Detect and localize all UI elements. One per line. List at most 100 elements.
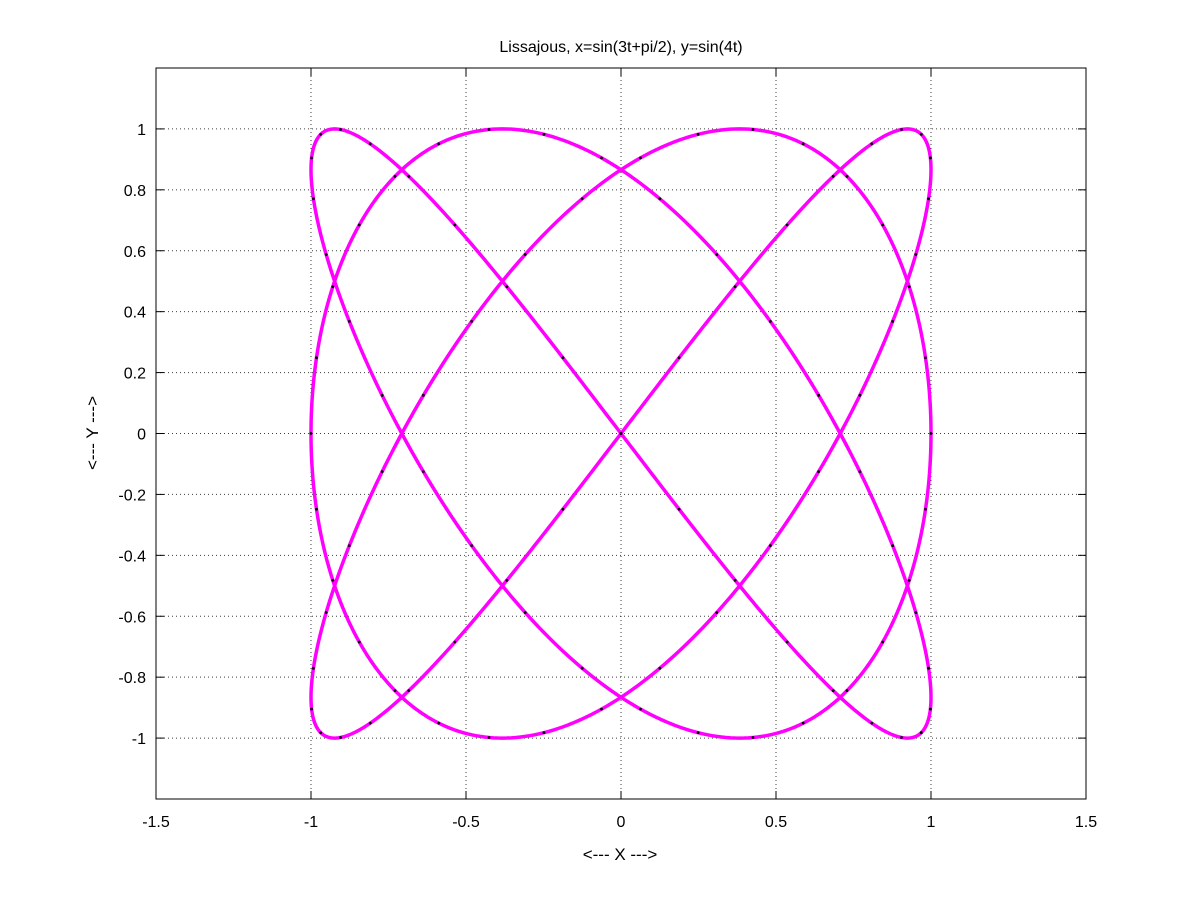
- y-tick-label: 0.4: [124, 305, 146, 322]
- y-tick-label: 0: [137, 427, 146, 444]
- data-point: [658, 666, 662, 670]
- data-point: [751, 128, 755, 131]
- data-point: [801, 721, 805, 725]
- data-point: [561, 507, 565, 511]
- data-point: [870, 142, 874, 146]
- data-point: [470, 544, 474, 548]
- data-point: [900, 128, 903, 131]
- data-point: [715, 611, 719, 614]
- x-tick-label: 0: [617, 814, 626, 831]
- y-tick-label: -0.8: [118, 670, 146, 687]
- data-point: [924, 356, 927, 360]
- data-point: [315, 356, 318, 360]
- y-tick-label: 0.6: [124, 244, 146, 261]
- data-point: [580, 197, 584, 201]
- data-point: [339, 736, 342, 739]
- data-point: [696, 731, 700, 735]
- data-point: [785, 223, 789, 227]
- data-point: [929, 432, 933, 435]
- data-point: [919, 132, 923, 136]
- data-point: [453, 640, 457, 644]
- data-point: [600, 156, 603, 160]
- data-point: [801, 142, 805, 146]
- data-point: [891, 319, 895, 323]
- data-point: [393, 174, 397, 178]
- data-point: [523, 253, 527, 256]
- data-point: [453, 223, 457, 227]
- data-point: [677, 507, 681, 511]
- data-point: [561, 356, 565, 360]
- data-point: [639, 156, 642, 160]
- data-point: [312, 666, 315, 670]
- data-point: [900, 736, 903, 739]
- data-point: [600, 707, 603, 711]
- data-point: [380, 470, 384, 474]
- data-point: [339, 128, 342, 131]
- data-point: [309, 432, 313, 435]
- data-point: [858, 393, 862, 397]
- data-point: [881, 640, 885, 644]
- data-point: [319, 731, 323, 735]
- x-tick-label: 0.5: [765, 814, 787, 831]
- data-point: [831, 689, 835, 693]
- x-tick-label: -0.5: [452, 814, 480, 831]
- data-point: [437, 142, 441, 146]
- data-point: [347, 319, 351, 323]
- data-point: [858, 470, 862, 474]
- data-point: [437, 721, 441, 725]
- data-point: [907, 285, 911, 289]
- data-point: [715, 253, 719, 256]
- data-point: [677, 356, 681, 360]
- data-point: [310, 156, 314, 160]
- tick-labels: -1.5 -1 -0.5 0 0.5 1 1.5 -1 -0.8 -0.6 -0.4 -0.2 0 0.2…: [118, 122, 1097, 831]
- data-point: [331, 578, 335, 582]
- data-point: [928, 156, 932, 160]
- y-tick-label: -1: [132, 731, 146, 748]
- axis-ticks: [155, 68, 1087, 799]
- x-axis-label: <--- X --->: [583, 845, 658, 864]
- y-tick-label: 0.2: [124, 366, 146, 383]
- x-tick-label: 1: [927, 814, 936, 831]
- y-tick-label: 0.8: [124, 183, 146, 200]
- data-point: [407, 174, 411, 178]
- data-point: [312, 197, 315, 201]
- data-point: [319, 132, 323, 136]
- data-point: [315, 507, 318, 511]
- data-point: [927, 666, 930, 670]
- data-point: [768, 319, 772, 323]
- data-point: [831, 174, 835, 178]
- data-point: [768, 544, 772, 548]
- data-point: [357, 640, 361, 644]
- data-point: [542, 132, 546, 136]
- data-point: [368, 721, 372, 725]
- data-point: [487, 128, 491, 131]
- data-point: [785, 640, 789, 644]
- x-tick-label: -1: [304, 814, 318, 831]
- data-point: [919, 731, 923, 735]
- data-point: [470, 319, 474, 323]
- data-point: [542, 731, 546, 735]
- data-point: [927, 197, 930, 201]
- data-point: [380, 393, 384, 397]
- data-point: [845, 174, 849, 178]
- data-point: [751, 736, 755, 739]
- data-point: [924, 507, 927, 511]
- x-tick-label: -1.5: [142, 814, 170, 831]
- y-tick-label: -0.4: [118, 548, 146, 565]
- data-point: [914, 253, 918, 256]
- data-point: [870, 721, 874, 725]
- data-point: [368, 142, 372, 146]
- data-point: [696, 132, 700, 136]
- chart-title: Lissajous, x=sin(3t+pi/2), y=sin(4t): [499, 39, 742, 56]
- data-point: [845, 689, 849, 693]
- data-point: [310, 707, 314, 711]
- data-point: [407, 689, 411, 693]
- x-tick-label: 1.5: [1075, 814, 1097, 831]
- data-point: [914, 611, 918, 614]
- data-point: [324, 611, 328, 614]
- data-point: [324, 253, 328, 256]
- data-point: [347, 544, 351, 548]
- data-point: [907, 578, 911, 582]
- data-point: [733, 285, 737, 289]
